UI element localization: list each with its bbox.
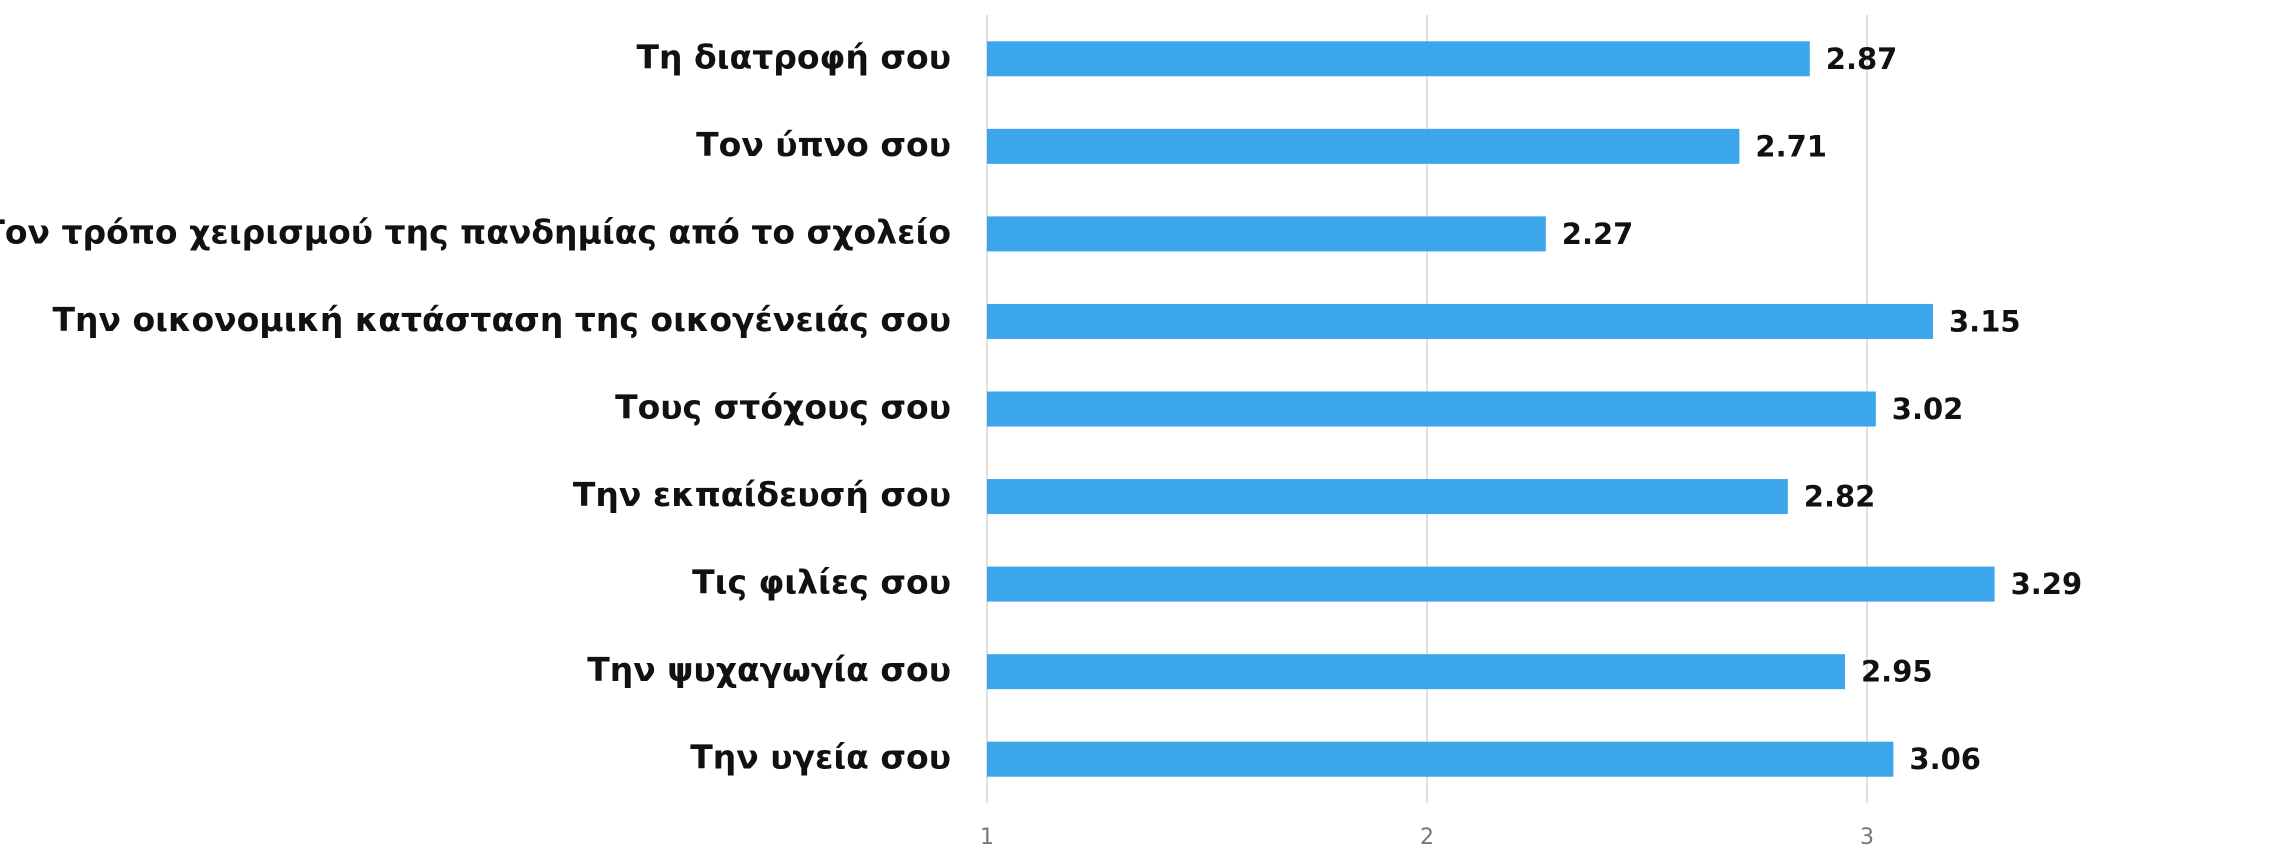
x-tick-label: 1 [980,825,994,845]
category-label: Την ψυχαγωγία σου [587,650,951,689]
category-label: Την εκπαίδευσή σου [573,475,951,514]
value-label: 2.71 [1755,129,1827,163]
value-label: 3.29 [2011,567,2083,601]
category-label: Την υγεία σου [690,738,951,777]
bar [987,128,1740,164]
category-label: Τον τρόπο χειρισμού της πανδημίας από το… [0,212,951,251]
category-label: Τη διατροφή σου [637,37,952,76]
value-label: 2.95 [1861,655,1933,689]
bar [987,566,1995,602]
bar [987,216,1546,252]
bar [987,41,1810,77]
bar [987,479,1788,515]
x-tick-label: 3 [1860,825,1874,845]
bar [987,741,1894,777]
bar [987,391,1876,427]
category-label: Τους στόχους σου [615,388,951,427]
value-label: 3.15 [1949,304,2021,338]
value-label: 3.06 [1909,742,1981,776]
value-label: 2.82 [1804,480,1876,514]
value-label: 3.02 [1892,392,1964,426]
bar [987,654,1845,690]
value-label: 2.27 [1562,217,1634,251]
x-tick-label: 2 [1420,825,1434,845]
category-label: Τις φιλίες σου [692,563,951,602]
bar [987,303,1933,339]
category-label: Τον ύπνο σου [696,125,951,164]
value-label: 2.87 [1826,42,1898,76]
category-label: Την οικονομική κατάσταση της οικογένειάς… [53,300,951,339]
